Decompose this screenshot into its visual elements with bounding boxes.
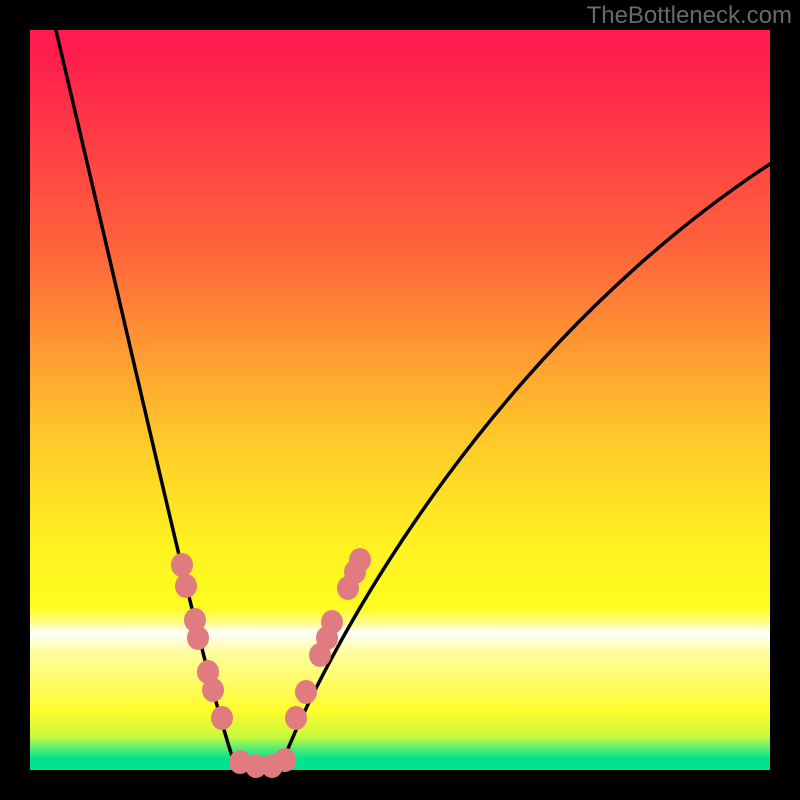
- data-marker: [349, 548, 371, 572]
- data-marker: [175, 574, 197, 598]
- watermark-text: TheBottleneck.com: [587, 2, 792, 30]
- data-marker: [274, 748, 296, 772]
- data-marker: [202, 678, 224, 702]
- data-marker: [285, 706, 307, 730]
- data-marker: [321, 610, 343, 634]
- bottleneck-curve-chart: [0, 0, 800, 800]
- data-marker: [171, 553, 193, 577]
- chart-container: TheBottleneck.com: [0, 0, 800, 800]
- data-marker: [295, 680, 317, 704]
- data-marker: [211, 706, 233, 730]
- data-marker: [187, 626, 209, 650]
